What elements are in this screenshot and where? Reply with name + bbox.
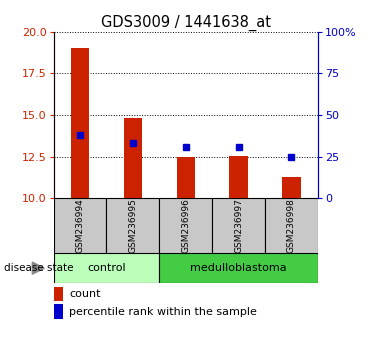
Text: GSM236998: GSM236998	[287, 198, 296, 253]
Bar	[177, 156, 195, 198]
Text: control: control	[87, 263, 126, 273]
Text: percentile rank within the sample: percentile rank within the sample	[69, 307, 257, 316]
Bar	[54, 253, 159, 283]
Text: GSM236995: GSM236995	[128, 198, 137, 253]
Bar	[54, 198, 106, 253]
Bar	[124, 118, 142, 198]
Text: GSM236997: GSM236997	[234, 198, 243, 253]
Text: disease state: disease state	[4, 263, 73, 273]
Bar	[159, 198, 212, 253]
Text: count: count	[69, 289, 100, 299]
Text: GSM236996: GSM236996	[181, 198, 190, 253]
Bar	[71, 48, 89, 198]
Bar	[159, 253, 318, 283]
Title: GDS3009 / 1441638_at: GDS3009 / 1441638_at	[101, 14, 271, 30]
Text: medulloblastoma: medulloblastoma	[190, 263, 287, 273]
Bar	[212, 198, 265, 253]
Bar	[229, 156, 248, 198]
Bar	[282, 177, 301, 198]
Bar	[265, 198, 318, 253]
Polygon shape	[32, 262, 44, 274]
Bar	[106, 198, 159, 253]
Text: GSM236994: GSM236994	[75, 198, 85, 253]
